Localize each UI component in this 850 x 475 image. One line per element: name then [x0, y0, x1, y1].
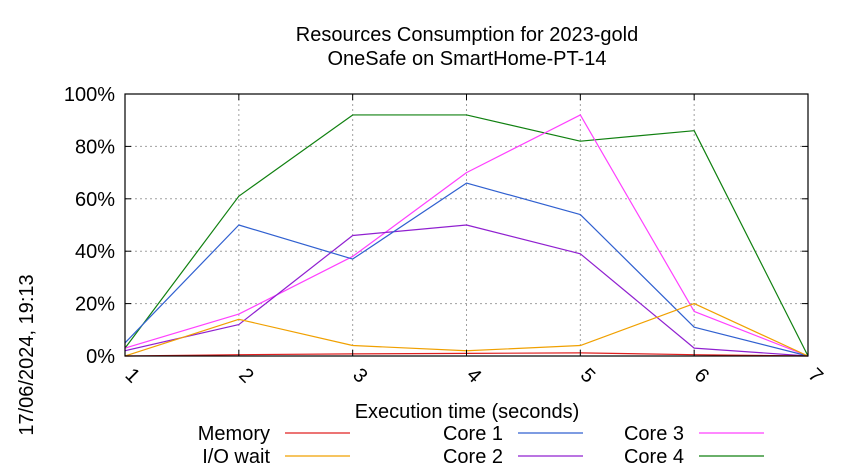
chart-subtitle: OneSafe on SmartHome-PT-14: [327, 48, 606, 70]
chart-title: Resources Consumption for 2023-gold: [296, 24, 638, 46]
legend-label: Core 2: [443, 446, 503, 468]
x-tick-label: 3: [348, 364, 371, 387]
legend-label: Memory: [198, 423, 270, 445]
side-timestamp: 17/06/2024, 19:13: [16, 274, 38, 435]
legend-label: Core 3: [624, 423, 684, 445]
y-tick-label: 100%: [64, 84, 115, 106]
legend-label: I/O wait: [202, 446, 270, 468]
x-tick-label: 5: [576, 364, 599, 387]
y-tick-label: 40%: [75, 241, 115, 263]
x-tick-label: 2: [234, 364, 257, 387]
y-tick-label: 0%: [86, 346, 115, 368]
x-tick-label: 4: [462, 364, 485, 387]
series-line-core-2: [124, 224, 809, 357]
legend-label: Core 4: [624, 446, 684, 468]
y-tick-label: 80%: [75, 136, 115, 158]
legend-label: Core 1: [443, 423, 503, 445]
y-tick-label: 20%: [75, 294, 115, 316]
x-tick-label: 1: [121, 364, 144, 387]
tick-layer: 0% 20% 40% 60% 80% 100% 1 2 3 4 5 6 7: [64, 84, 827, 387]
x-tick-label: 6: [690, 364, 713, 387]
y-tick-label: 60%: [75, 189, 115, 211]
series-line-core-3: [124, 114, 809, 357]
x-tick-label: 7: [804, 364, 827, 387]
series-line-core-4: [124, 114, 809, 357]
series-line-core-1: [124, 182, 809, 357]
x-axis-label: Execution time (seconds): [355, 401, 580, 423]
